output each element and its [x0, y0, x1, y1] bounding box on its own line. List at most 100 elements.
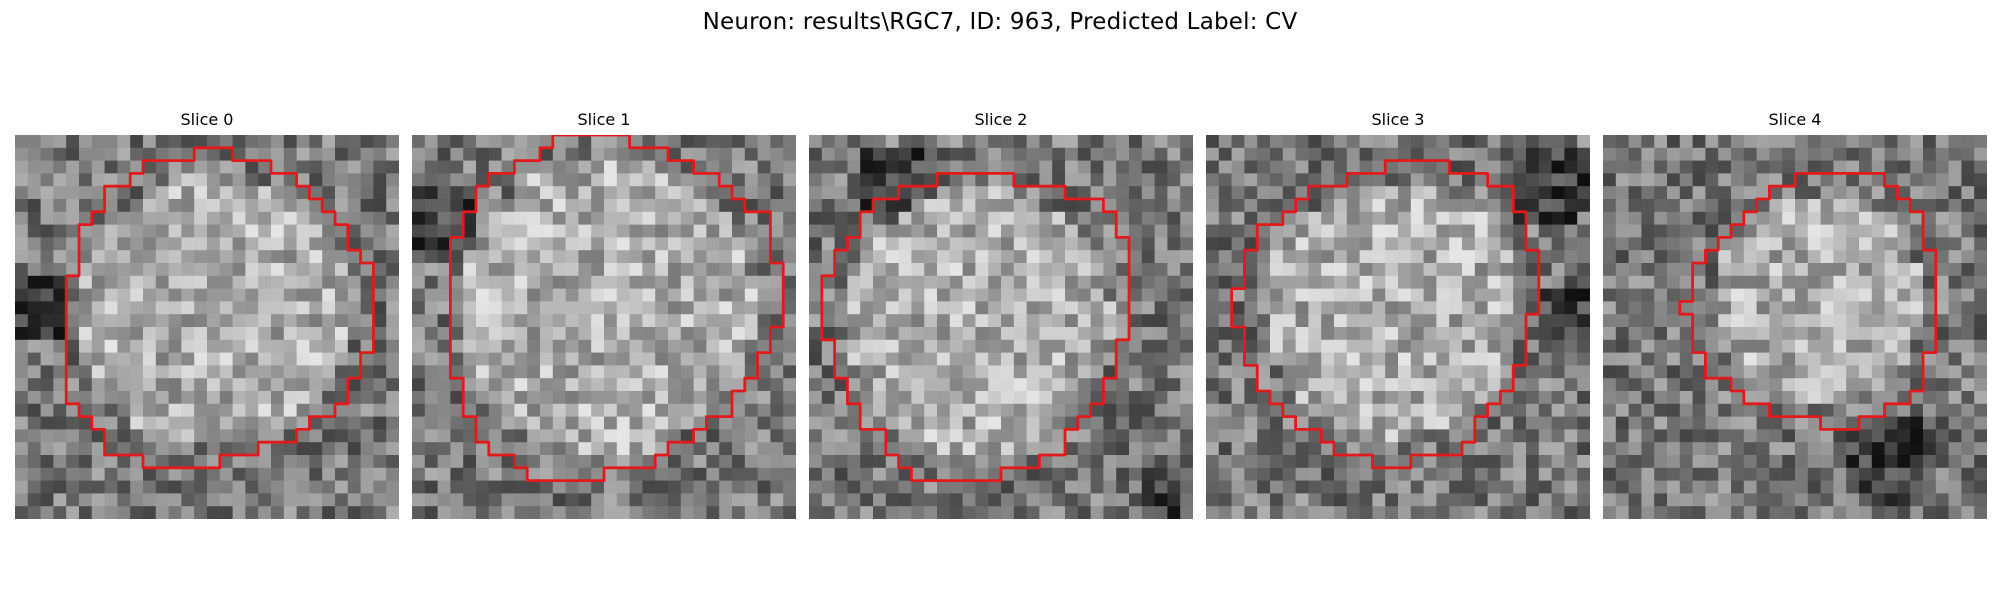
image-pixel: [296, 339, 310, 354]
image-pixel: [680, 224, 695, 238]
image-pixel: [706, 403, 720, 418]
image-pixel: [1807, 173, 1822, 187]
image-pixel: [1551, 327, 1565, 341]
image-pixel: [565, 263, 579, 277]
image-pixel: [412, 250, 426, 264]
image-pixel: [91, 391, 106, 405]
image-pixel: [1974, 288, 1987, 302]
segmentation-contour: [448, 135, 785, 483]
image-pixel: [1282, 403, 1297, 418]
image-pixel: [1615, 199, 1630, 213]
image-pixel: [873, 250, 887, 264]
image-pixel: [258, 135, 272, 149]
image-pixel: [1462, 199, 1476, 213]
image-pixel: [1538, 301, 1553, 315]
image-pixel: [1270, 480, 1284, 494]
image-pixel: [552, 506, 567, 519]
image-pixel: [1513, 467, 1527, 482]
image-pixel: [783, 365, 796, 379]
image-pixel: [1679, 378, 1694, 392]
image-pixel: [693, 455, 707, 469]
image-pixel: [1346, 199, 1361, 213]
image-pixel: [1180, 147, 1193, 162]
image-pixel: [488, 301, 503, 315]
image-pixel: [1090, 314, 1104, 328]
image-pixel: [514, 339, 528, 354]
image-pixel: [1321, 211, 1335, 226]
image-pixel: [1026, 160, 1040, 174]
image-pixel: [1884, 327, 1898, 341]
image-pixel: [1167, 135, 1181, 149]
image-pixel: [1398, 480, 1412, 494]
image-pixel: [53, 416, 67, 430]
image-pixel: [1474, 224, 1489, 238]
image-pixel: [540, 493, 554, 507]
image-pixel: [1001, 237, 1015, 251]
image-pixel: [1935, 378, 1950, 392]
image-pixel: [719, 275, 733, 290]
image-pixel: [15, 339, 29, 354]
image-pixel: [1116, 480, 1130, 494]
image-pixel: [937, 339, 951, 354]
image-pixel: [1218, 378, 1233, 392]
image-pixel: [1001, 455, 1015, 469]
image-pixel: [783, 403, 796, 418]
image-pixel: [1910, 416, 1924, 430]
image-pixel: [130, 416, 144, 430]
image-pixel: [1410, 352, 1425, 366]
image-pixel: [1871, 506, 1886, 519]
image-pixel: [616, 250, 631, 264]
image-pixel: [1449, 467, 1463, 482]
image-pixel: [732, 211, 746, 226]
image-pixel: [1282, 314, 1297, 328]
image-pixel: [15, 467, 29, 482]
image-pixel: [860, 186, 874, 200]
image-pixel: [1231, 250, 1245, 264]
image-pixel: [117, 135, 131, 149]
image-pixel: [604, 263, 618, 277]
image-pixel: [1141, 352, 1156, 366]
image-pixel: [194, 429, 208, 443]
image-pixel: [1039, 186, 1053, 200]
image-pixel: [1603, 429, 1617, 443]
image-pixel: [1769, 403, 1783, 418]
image-pixel: [1001, 199, 1015, 213]
image-pixel: [1013, 442, 1028, 456]
image-pixel: [1603, 365, 1617, 379]
image-pixel: [1359, 429, 1373, 443]
image-pixel: [219, 467, 234, 482]
image-pixel: [757, 135, 771, 149]
image-pixel: [578, 442, 592, 456]
image-pixel: [1410, 147, 1425, 162]
image-pixel: [757, 506, 771, 519]
image-pixel: [1961, 160, 1975, 174]
image-pixel: [1846, 506, 1860, 519]
image-pixel: [1974, 506, 1987, 519]
image-pixel: [181, 429, 195, 443]
image-pixel: [1948, 173, 1962, 187]
image-pixel: [1897, 173, 1911, 187]
image-pixel: [335, 199, 349, 213]
image-pixel: [770, 339, 784, 354]
image-pixel: [1679, 352, 1694, 366]
image-pixel: [1103, 416, 1117, 430]
image-pixel: [1961, 301, 1975, 315]
image-pixel: [1833, 199, 1847, 213]
image-pixel: [424, 339, 439, 354]
image-pixel: [1334, 173, 1348, 187]
image-pixel: [232, 314, 246, 328]
image-pixel: [655, 391, 669, 405]
image-pixel: [1807, 199, 1822, 213]
image-pixel: [1039, 147, 1053, 162]
image-pixel: [1180, 327, 1193, 341]
image-pixel: [1871, 378, 1886, 392]
image-pixel: [27, 378, 42, 392]
image-pixel: [1346, 160, 1361, 174]
image-pixel: [130, 186, 144, 200]
image-pixel: [501, 429, 515, 443]
image-pixel: [130, 327, 144, 341]
image-pixel: [373, 365, 387, 379]
image-pixel: [1167, 467, 1181, 482]
image-pixel: [1270, 352, 1284, 366]
image-pixel: [1923, 339, 1937, 354]
